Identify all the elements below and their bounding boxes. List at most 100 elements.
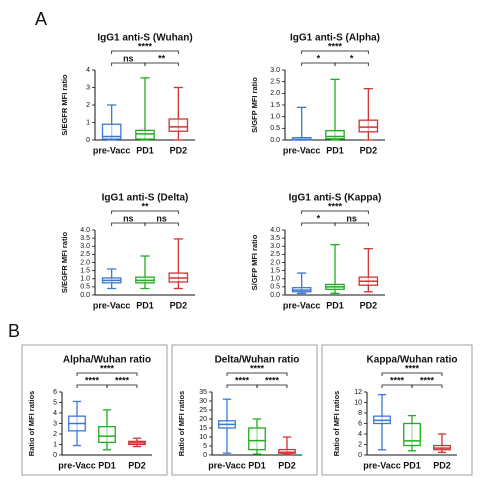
significance-label: **** [235, 375, 250, 385]
x-tick-label: PD1 [326, 145, 344, 155]
x-tick-label: PD2 [170, 145, 188, 155]
y-tick-label: 0 [53, 452, 57, 459]
significance-label: ** [158, 53, 166, 63]
y-tick-label: 1 [53, 441, 57, 448]
chart-title: IgG1 anti-S (Kappa) [289, 193, 382, 204]
chart-title: IgG1 anti-S (Delta) [102, 193, 189, 204]
y-tick-label: 1.5 [80, 267, 90, 274]
y-tick-label: 3.0 [270, 67, 280, 74]
panel-frame [21, 344, 168, 476]
significance-label: **** [328, 201, 343, 211]
y-tick-label: 10 [354, 399, 362, 406]
significance-bracket [256, 384, 288, 388]
y-tick-label: 8 [358, 410, 362, 417]
x-tick-label: PD1 [136, 300, 154, 310]
y-tick-label: 0 [358, 452, 362, 459]
significance-label: **** [100, 363, 115, 373]
x-tick-label: PD2 [170, 300, 188, 310]
significance-label: ** [141, 201, 149, 211]
significance-label: **** [420, 375, 435, 385]
x-tick-label: pre-Vacc [208, 460, 246, 470]
significance-label: ns [123, 213, 134, 223]
y-axis-label: S/EGFR MFI ratio [60, 231, 69, 293]
x-tick-label: PD1 [248, 460, 266, 470]
significance-bracket [411, 384, 443, 388]
panel-frame [171, 344, 318, 476]
y-tick-label: 1.0 [270, 114, 280, 121]
x-tick-label: pre-Vacc [58, 460, 96, 470]
y-tick-label: 2 [358, 441, 362, 448]
y-tick-label: 4.0 [270, 227, 280, 234]
significance-label: **** [138, 41, 153, 51]
significance-bracket [301, 210, 369, 214]
x-tick-label: pre-Vacc [363, 460, 401, 470]
box [135, 129, 155, 140]
x-tick-label: pre-Vacc [283, 145, 321, 155]
significance-bracket [76, 384, 108, 388]
y-tick-label: 15 [199, 425, 207, 432]
significance-bracket [381, 372, 443, 376]
significance-label: **** [115, 375, 130, 385]
y-axis-label: S/EGFR MFI ratio [60, 74, 69, 136]
chart-title: IgG1 anti-S (Alpha) [290, 33, 380, 44]
significance-bracket [301, 62, 336, 66]
significance-label: * [317, 53, 321, 63]
box [248, 427, 266, 451]
significance-bracket [381, 384, 413, 388]
significance-label: **** [405, 363, 420, 373]
y-tick-label: 4.0 [80, 227, 90, 234]
y-tick-label: 0.0 [270, 137, 280, 144]
x-tick-label: PD1 [403, 460, 421, 470]
chart-title: Delta/Wuhan ratio [215, 355, 300, 366]
chart-title: Alpha/Wuhan ratio [63, 355, 151, 366]
y-tick-label: 10 [199, 434, 207, 441]
y-axis-label: Ratio of MFI ratios [332, 391, 341, 456]
y-tick-label: 2 [53, 431, 57, 438]
significance-bracket [226, 384, 258, 388]
y-tick-label: 3 [53, 420, 57, 427]
y-tick-label: 0.0 [80, 292, 90, 299]
significance-bracket [301, 222, 336, 226]
y-tick-label: 2.0 [80, 259, 90, 266]
y-tick-label: 25 [199, 407, 207, 414]
y-tick-label: 0 [203, 452, 207, 459]
y-tick-label: 0 [86, 137, 90, 144]
significance-label: **** [265, 375, 280, 385]
y-tick-label: 4 [53, 410, 57, 417]
chart-title: Kappa/Wuhan ratio [367, 355, 458, 366]
y-tick-label: 4 [358, 431, 362, 438]
chart-title: IgG1 anti-S (Wuhan) [97, 33, 192, 44]
significance-bracket [144, 222, 179, 226]
y-tick-label: 3 [86, 84, 90, 91]
box [101, 123, 122, 140]
panel-frame [321, 344, 473, 476]
x-tick-label: PD2 [433, 460, 451, 470]
y-tick-label: 1.0 [80, 276, 90, 283]
y-tick-label: 2.5 [270, 79, 280, 86]
box [98, 425, 116, 444]
y-tick-label: 3.5 [80, 235, 90, 242]
significance-bracket [111, 210, 179, 214]
y-tick-label: 0.0 [270, 292, 280, 299]
y-tick-label: 3.0 [80, 243, 90, 250]
y-tick-label: 5 [53, 399, 57, 406]
y-axis-label: S/GFP MFI ratio [250, 77, 259, 133]
y-tick-label: 30 [199, 398, 207, 405]
significance-bracket [106, 384, 138, 388]
significance-bracket [334, 222, 369, 226]
x-tick-label: PD2 [128, 460, 146, 470]
y-tick-label: 2.5 [270, 251, 280, 258]
y-tick-label: 2 [86, 102, 90, 109]
significance-bracket [111, 222, 146, 226]
y-tick-label: 20 [199, 416, 207, 423]
box [325, 130, 345, 140]
y-tick-label: 1.5 [270, 267, 280, 274]
significance-bracket [144, 62, 179, 66]
x-tick-label: PD1 [98, 460, 116, 470]
y-tick-label: 2.0 [270, 259, 280, 266]
x-tick-label: PD2 [360, 145, 378, 155]
y-tick-label: 4 [86, 67, 90, 74]
y-axis-label: Ratio of MFI ratios [177, 391, 186, 456]
box [278, 448, 296, 454]
box [168, 118, 189, 132]
